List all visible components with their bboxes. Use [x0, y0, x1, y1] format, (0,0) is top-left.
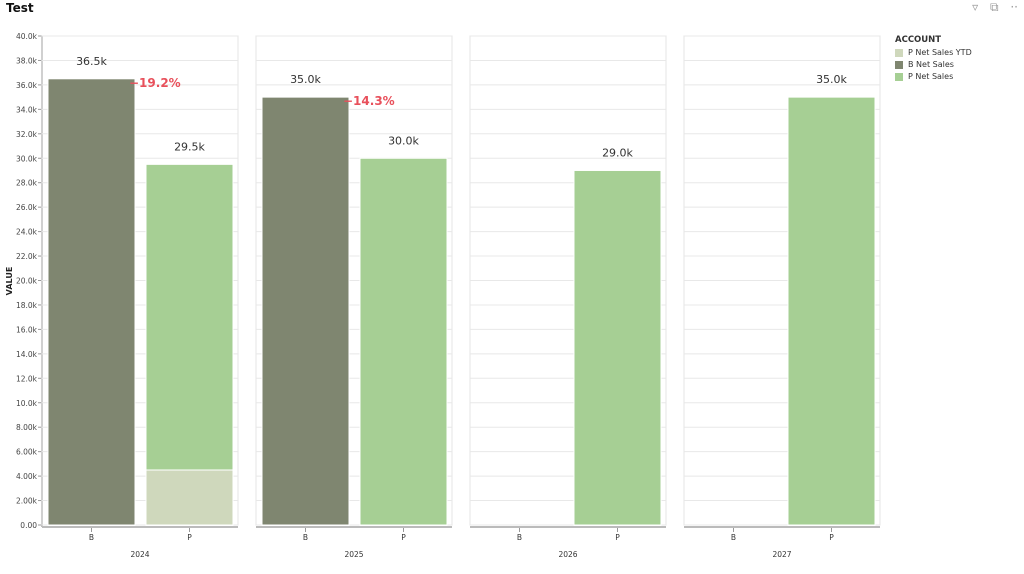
data-label: 35.0k — [816, 73, 847, 86]
legend-item[interactable]: P Net Sales YTD — [895, 48, 972, 57]
y-tick-label: 8.00k — [16, 423, 38, 432]
bar-segment — [47, 78, 136, 526]
panel-year-label: 2025 — [344, 550, 363, 559]
panel-year-label: 2024 — [130, 550, 149, 559]
variance-label: −19.2% — [129, 76, 181, 90]
y-tick-label: 40.0k — [16, 32, 38, 41]
x-tick-label: B — [89, 533, 94, 542]
data-label: 29.0k — [602, 146, 633, 159]
bar-segment — [787, 96, 876, 526]
data-label: 35.0k — [290, 73, 321, 86]
bar-segment — [573, 169, 662, 526]
legend-label: B Net Sales — [908, 60, 954, 69]
data-label: 30.0k — [388, 134, 419, 147]
y-tick-label: 14.0k — [16, 350, 38, 359]
y-tick-label: 22.0k — [16, 252, 38, 261]
x-tick-label: P — [401, 533, 406, 542]
bar-segment — [359, 157, 448, 526]
legend-title: ACCOUNT — [895, 35, 942, 45]
data-label: 29.5k — [174, 140, 205, 153]
legend-item[interactable]: B Net Sales — [895, 60, 972, 69]
x-tick-label: P — [829, 533, 834, 542]
filter-icon[interactable]: ▿ — [972, 0, 979, 14]
y-tick-label: 10.0k — [16, 399, 38, 408]
x-tick-label: B — [731, 533, 736, 542]
more-options-icon[interactable]: ·· — [1010, 0, 1018, 14]
focus-mode-icon[interactable]: ⧉ — [989, 0, 999, 14]
legend-swatch — [895, 48, 903, 57]
y-tick-label: 4.00k — [16, 472, 38, 481]
legend-swatch — [895, 60, 903, 69]
y-tick-label: 6.00k — [16, 448, 38, 457]
legend-label: P Net Sales — [908, 72, 954, 81]
legend: ACCOUNT P Net Sales YTD B Net Sales P Ne… — [895, 35, 972, 84]
legend-swatch — [895, 72, 903, 81]
bar-segment — [145, 163, 234, 471]
y-tick-label: 36.0k — [16, 81, 38, 90]
y-tick-label: 28.0k — [16, 179, 38, 188]
y-tick-label: 34.0k — [16, 105, 38, 114]
x-tick-label: B — [303, 533, 308, 542]
bar-segment — [145, 469, 234, 526]
legend-item[interactable]: P Net Sales — [895, 72, 972, 81]
x-tick-label: P — [187, 533, 192, 542]
y-tick-label: 16.0k — [16, 325, 38, 334]
visual-header-icons: ▿ ⧉ ·· — [964, 0, 1018, 15]
y-tick-label: 38.0k — [16, 56, 38, 65]
y-tick-label: 30.0k — [16, 154, 38, 163]
y-tick-label: 24.0k — [16, 228, 38, 237]
legend-label: P Net Sales YTD — [908, 48, 972, 57]
panel-year-label: 2026 — [558, 550, 577, 559]
bar-segment — [261, 96, 350, 526]
variance-label: −14.3% — [343, 94, 395, 108]
y-tick-label: 12.0k — [16, 374, 38, 383]
panel-year-label: 2027 — [772, 550, 791, 559]
y-tick-label: 26.0k — [16, 203, 38, 212]
y-tick-label: 18.0k — [16, 301, 38, 310]
y-tick-label: 20.0k — [16, 277, 38, 286]
x-tick-label: B — [517, 533, 522, 542]
x-tick-label: P — [615, 533, 620, 542]
y-tick-label: 32.0k — [16, 130, 38, 139]
y-tick-label: 0.00 — [20, 521, 37, 530]
data-label: 36.5k — [76, 55, 107, 68]
y-axis-title: VALUE — [5, 267, 14, 296]
visual-title: Test — [6, 1, 34, 15]
y-tick-label: 2.00k — [16, 497, 38, 506]
